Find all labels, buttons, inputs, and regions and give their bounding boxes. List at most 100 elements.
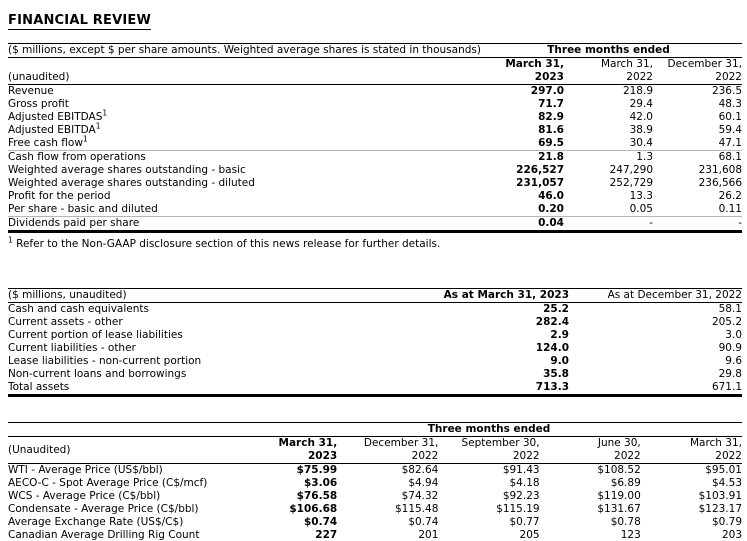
row-label: AECO-C - Spot Average Price (C$/mcf) [8, 477, 208, 489]
income-table-column-header-row: (unaudited) March 31, 2023 March 31, 202… [8, 57, 742, 85]
footnote: 1 Refer to the Non-GAAP disclosure secti… [8, 235, 742, 250]
footnote-marker: 1 [8, 235, 13, 245]
value-prior-quarter: 0.11 [718, 203, 742, 215]
balance-table-row: Current liabilities - other 124.0 90.9 [8, 342, 742, 355]
value-current-quarter: 297.0 [530, 85, 564, 97]
balance-table-row: Non-current loans and borrowings 35.8 29… [8, 368, 742, 381]
column-header-mar-2022: March 31, 2022 [640, 436, 742, 464]
column-header-line2: 2022 [512, 450, 540, 462]
value-prior-year-quarter: 252,729 [609, 177, 653, 189]
value-q1-2022: $95.01 [705, 464, 742, 476]
row-label: Condensate - Average Price (C$/bbl) [8, 503, 199, 515]
column-header-line1: March 31, [505, 58, 564, 70]
prices-table-row: AECO-C - Spot Average Price (C$/mcf) $3.… [8, 477, 742, 490]
value-current-quarter: 0.04 [475, 216, 564, 232]
column-header-mar-2022: March 31, 2022 [564, 57, 653, 85]
column-header-asat-mar-2023: As at March 31, 2023 [409, 288, 569, 303]
value-q1-2023: 227 [315, 529, 338, 541]
value-current-quarter: 82.9 [538, 111, 564, 123]
row-label: Weighted average shares outstanding - di… [8, 177, 475, 190]
value-q2-2022: 123 [620, 529, 641, 541]
value-prior-quarter: 59.4 [718, 124, 742, 136]
income-table-row: Dividends paid per share 0.04 - - [8, 216, 742, 232]
prices-table-span-row: Three months ended [8, 422, 742, 437]
row-label: Current assets - other [8, 316, 123, 328]
column-header-jun-2022: June 30, 2022 [539, 436, 641, 464]
row-label-text: Weighted average shares outstanding - di… [8, 177, 255, 189]
prices-table-row: Condensate - Average Price (C$/bbl) $106… [8, 503, 742, 516]
value-q3-2022: $115.19 [496, 503, 540, 515]
value-current-quarter: 21.8 [475, 150, 564, 164]
value-prior-year-quarter: - [564, 216, 653, 232]
value-prior-year-quarter: 42.0 [629, 111, 653, 123]
income-table-row: Weighted average shares outstanding - ba… [8, 164, 742, 177]
row-label: Adjusted EBITDA1 [8, 122, 475, 137]
value-q4-2022: $74.32 [401, 490, 439, 502]
column-header-line2: 2022 [614, 450, 641, 462]
value-asat-dec-2022: 9.6 [725, 355, 742, 367]
balance-table-row: Current portion of lease liabilities 2.9… [8, 329, 742, 342]
value-q1-2023: $76.58 [296, 490, 338, 502]
value-prior-quarter: 68.1 [653, 150, 742, 164]
row-label-text: Adjusted EBITDA [8, 124, 96, 136]
value-current-quarter: 226,527 [516, 164, 564, 176]
row-label-text: Weighted average shares outstanding - ba… [8, 164, 246, 176]
value-current-quarter: 0.20 [538, 203, 564, 215]
column-header-line2: 2022 [411, 450, 439, 462]
value-current-quarter: 69.5 [538, 137, 564, 149]
row-label: Weighted average shares outstanding - ba… [8, 164, 475, 177]
row-label: Current portion of lease liabilities [8, 329, 183, 341]
row-label: Cash flow from operations [8, 150, 475, 164]
row-label: Dividends paid per share [8, 216, 475, 232]
value-asat-dec-2022: 671.1 [711, 381, 742, 393]
column-header-line2: 2022 [715, 71, 742, 83]
value-asat-dec-2022: 205.2 [711, 316, 742, 328]
row-label: Current liabilities - other [8, 342, 136, 354]
prices-table-column-header-row: (Unaudited) March 31, 2023 December 31, … [8, 436, 742, 464]
value-prior-year-quarter: 247,290 [609, 164, 653, 176]
row-label: Per share - basic and diluted [8, 203, 475, 217]
row-label: Lease liabilities - non-current portion [8, 355, 202, 367]
value-q4-2022: $4.94 [408, 477, 439, 489]
row-label: Gross profit [8, 98, 475, 111]
value-asat-dec-2022: 29.8 [718, 368, 742, 380]
value-q1-2023: $106.68 [289, 503, 338, 515]
value-prior-year-quarter: 0.05 [629, 203, 653, 215]
row-label-text: Revenue [8, 85, 54, 97]
balance-table-header-row: ($ millions, unaudited) As at March 31, … [8, 288, 742, 303]
value-q2-2022: $119.00 [597, 490, 641, 502]
value-asat-dec-2022: 90.9 [718, 342, 742, 354]
column-header-line2: 2023 [534, 71, 564, 83]
prices-table-row: WCS - Average Price (C$/bbl) $76.58 $74.… [8, 490, 742, 503]
value-q3-2022: $4.18 [509, 477, 540, 489]
row-label-text: Per share - basic and diluted [8, 203, 158, 215]
spacer [8, 250, 742, 288]
prices-table-row: Average Exchange Rate (US$/C$) $0.74 $0.… [8, 516, 742, 529]
value-prior-year-quarter: 1.3 [564, 150, 653, 164]
unaudited-label: (unaudited) [8, 57, 475, 85]
value-q3-2022: $92.23 [502, 490, 540, 502]
prices-table-span-header: Three months ended [236, 422, 742, 437]
value-prior-quarter: 26.2 [718, 190, 742, 202]
row-label: Cash and cash equivalents [8, 303, 149, 315]
balance-table-row: Current assets - other 282.4 205.2 [8, 316, 742, 329]
column-header-line1: December 31, [667, 58, 742, 70]
row-label-text: Dividends paid per share [8, 217, 140, 229]
value-prior-year-quarter: 13.3 [629, 190, 653, 202]
balance-table-row: Lease liabilities - non-current portion … [8, 355, 742, 368]
income-table-row: Weighted average shares outstanding - di… [8, 177, 742, 190]
balance-sheet-table: ($ millions, unaudited) As at March 31, … [8, 288, 742, 397]
row-label-text: Gross profit [8, 98, 69, 110]
column-header-line2: 2022 [626, 71, 653, 83]
column-header-line1: March 31, [689, 437, 742, 449]
row-label: Total assets [8, 381, 70, 393]
value-q1-2022: $103.91 [698, 490, 742, 502]
column-header-line2: 2022 [715, 450, 742, 462]
value-q2-2022: $0.78 [610, 516, 641, 528]
column-header-line1: March 31, [278, 437, 338, 449]
row-label: Adjusted EBITDAS1 [8, 109, 475, 124]
empty-cell [8, 422, 236, 437]
value-prior-quarter: 231,608 [698, 164, 742, 176]
value-prior-quarter: 236,566 [698, 177, 742, 189]
